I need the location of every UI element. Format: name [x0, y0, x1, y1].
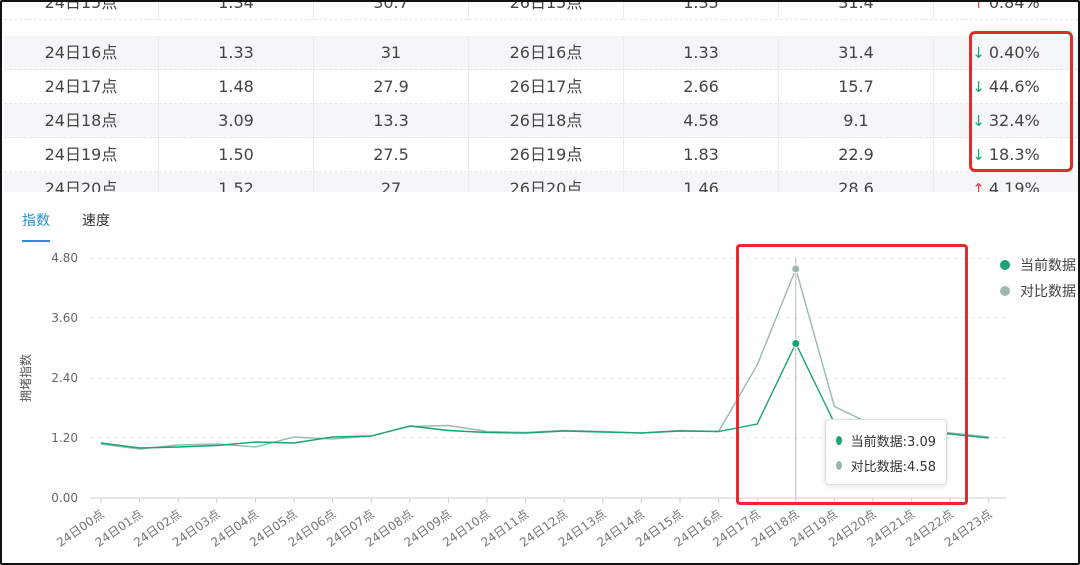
chart-tooltip: 当前数据:3.09 对比数据:4.58: [825, 419, 947, 485]
arrow-down-icon: ↓: [972, 112, 985, 130]
legend-item-compare[interactable]: 对比数据: [1000, 278, 1076, 304]
table-row: 24日15点 1.34 30.7 26日15点 1.35 31.4 ↑ 0.84%: [4, 2, 1078, 20]
table-cell: 27.9: [314, 70, 469, 104]
table-cell: 1.48: [159, 70, 314, 104]
y-tick-label: 0.00: [51, 491, 78, 505]
chart-tabs: 指数 速度: [22, 210, 110, 242]
table-cell: 9.1: [779, 104, 934, 138]
table-cell: 1.33: [159, 36, 314, 70]
table-cell: 31: [314, 36, 469, 70]
y-tick-label: 3.60: [51, 311, 78, 325]
tab-speed[interactable]: 速度: [82, 213, 110, 229]
change-cell: ↑ 0.84%: [934, 2, 1078, 20]
legend-compare-dot: [1000, 286, 1010, 296]
table-row: 24日18点 3.09 13.3 26日18点 4.58 9.1 ↓ 32.4%: [4, 104, 1078, 138]
legend-item-current[interactable]: 当前数据: [1000, 252, 1076, 278]
y-tick-label: 4.80: [51, 251, 78, 265]
table-cell: 24日18点: [4, 104, 159, 138]
table-cell: 2.66: [624, 70, 779, 104]
table-row: 24日16点 1.33 31 26日16点 1.33 31.4 ↓ 0.40%: [4, 36, 1078, 70]
table-cell: 1.33: [624, 36, 779, 70]
change-value: 0.40%: [988, 43, 1040, 62]
arrow-down-icon: ↓: [972, 146, 985, 164]
tooltip-current-text: 当前数据:3.09: [850, 435, 936, 450]
table-cell: 1.52: [159, 172, 314, 192]
legend-compare-label: 对比数据: [1020, 284, 1076, 300]
table-cell: 26日15点: [469, 2, 624, 20]
table-cell: 24日15点: [4, 2, 159, 20]
change-cell: ↓ 44.6%: [934, 70, 1078, 104]
table-cell: 22.9: [779, 138, 934, 172]
table-cell: 24日19点: [4, 138, 159, 172]
comparison-table: 24日15点 1.34 30.7 26日15点 1.35 31.4 ↑ 0.84% 24日16点…: [4, 2, 1078, 192]
table-cell: 26日20点: [469, 172, 624, 192]
y-tick-label: 1.20: [51, 431, 78, 445]
chart-legend: 当前数据 对比数据: [1000, 252, 1076, 304]
arrow-down-icon: ↓: [972, 44, 985, 62]
table-cell: 31.4: [779, 36, 934, 70]
tab-index[interactable]: 指数: [22, 210, 50, 242]
table-cell: 26日18点: [469, 104, 624, 138]
tooltip-compare-dot: [836, 461, 842, 470]
change-cell: ↓ 0.40%: [934, 36, 1078, 70]
table-cell: 1.50: [159, 138, 314, 172]
table-cell: 1.46: [624, 172, 779, 192]
table-cell: 3.09: [159, 104, 314, 138]
table-cell: 28.6: [779, 172, 934, 192]
table-cell: 26日16点: [469, 36, 624, 70]
tooltip-current-row: 当前数据:3.09: [836, 428, 936, 453]
change-column-highlight: [969, 31, 1073, 172]
table-cell: 15.7: [779, 70, 934, 104]
arrow-up-icon: ↑: [972, 180, 985, 192]
tooltip-current-dot: [836, 436, 842, 445]
change-value: 32.4%: [988, 111, 1040, 130]
point-current: [791, 339, 801, 348]
tooltip-compare-text: 对比数据:4.58: [850, 460, 936, 475]
table-cell: 30.7: [314, 2, 469, 20]
y-tick-label: 2.40: [51, 371, 78, 385]
congestion-line-chart: 0.001.202.403.604.80拥堵指数24日00点24日01点24日0…: [18, 251, 1007, 550]
arrow-up-icon: ↑: [972, 2, 985, 12]
y-axis-label: 拥堵指数: [18, 354, 33, 402]
table-cell: 4.58: [624, 104, 779, 138]
table-cell: 1.35: [624, 2, 779, 20]
table-cell: 1.83: [624, 138, 779, 172]
change-value: 4.19%: [988, 179, 1040, 192]
table-cell: 1.34: [159, 2, 314, 20]
table-cell: 31.4: [779, 2, 934, 20]
change-cell: ↑ 4.19%: [934, 172, 1078, 192]
table-cell: 13.3: [314, 104, 469, 138]
peak-highlight-box: [736, 244, 968, 505]
table-cell: 27.5: [314, 138, 469, 172]
change-cell: ↓ 18.3%: [934, 138, 1078, 172]
table-cell: 26日17点: [469, 70, 624, 104]
table-row: 24日19点 1.50 27.5 26日19点 1.83 22.9 ↓ 18.3%: [4, 138, 1078, 172]
table-row: 24日20点 1.52 27 26日20点 1.46 28.6 ↑ 4.19%: [4, 172, 1078, 192]
point-compare: [791, 264, 801, 274]
table-cell: 26日19点: [469, 138, 624, 172]
arrow-down-icon: ↓: [972, 78, 985, 96]
change-value: 18.3%: [988, 145, 1040, 164]
tooltip-compare-row: 对比数据:4.58: [836, 453, 936, 478]
change-value: 44.6%: [988, 77, 1040, 96]
table-row: 24日17点 1.48 27.9 26日17点 2.66 15.7 ↓ 44.6%: [4, 70, 1078, 104]
legend-current-dot: [1000, 260, 1010, 270]
legend-current-label: 当前数据: [1020, 258, 1076, 274]
change-cell: ↓ 32.4%: [934, 104, 1078, 138]
table-cell: 27: [314, 172, 469, 192]
table-cell: 24日17点: [4, 70, 159, 104]
table-cell: 24日20点: [4, 172, 159, 192]
table-cell: 24日16点: [4, 36, 159, 70]
change-value: 0.84%: [988, 2, 1040, 12]
